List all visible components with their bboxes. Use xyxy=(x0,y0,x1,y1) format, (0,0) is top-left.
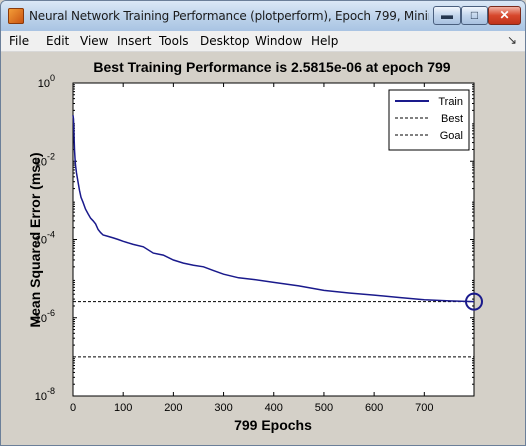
legend: Train Best Goal xyxy=(388,89,470,151)
menu-tools[interactable]: Tools xyxy=(159,34,189,48)
menu-bar: File Edit View Insert Tools Desktop Wind… xyxy=(1,31,525,52)
chart-title: Best Training Performance is 2.5815e-06 … xyxy=(93,59,450,75)
x-axis: 0 100 200 300 400 500 600 700 xyxy=(70,83,433,414)
x-tick-label: 400 xyxy=(265,402,283,414)
menu-file[interactable]: File xyxy=(9,34,30,48)
x-tick-label: 700 xyxy=(415,402,433,414)
x-tick-label: 500 xyxy=(315,402,333,414)
x-tick-label: 0 xyxy=(70,402,76,414)
legend-train-label: Train xyxy=(438,96,463,108)
plot-lines xyxy=(72,83,483,396)
minimize-button[interactable]: ▬ xyxy=(433,6,461,25)
performance-chart: Best Training Performance is 2.5815e-06 … xyxy=(27,59,483,433)
figure-canvas: Best Training Performance is 2.5815e-06 … xyxy=(1,52,525,445)
x-tick-label: 300 xyxy=(214,402,232,414)
menu-view[interactable]: View xyxy=(80,34,109,48)
title-bar[interactable]: Neural Network Training Performance (plo… xyxy=(1,1,525,31)
y-axis-label: Mean Squared Error (mse) xyxy=(27,152,43,327)
window-title: Neural Network Training Performance (plo… xyxy=(29,9,429,23)
x-tick-label: 200 xyxy=(164,402,182,414)
x-axis-label: 799 Epochs xyxy=(234,417,312,433)
legend-goal-label: Goal xyxy=(440,130,463,142)
y-tick-label: 100 xyxy=(38,73,55,90)
maximize-button[interactable]: □ xyxy=(461,6,488,25)
train-series-line xyxy=(72,115,475,303)
menu-desktop[interactable]: Desktop xyxy=(200,34,250,48)
x-tick-label: 600 xyxy=(365,402,383,414)
y-tick-label: 10-8 xyxy=(35,386,55,403)
menu-edit[interactable]: Edit xyxy=(46,34,70,48)
dock-arrow-icon[interactable]: ↘ xyxy=(506,33,518,47)
legend-best-label: Best xyxy=(441,113,463,125)
menu-insert[interactable]: Insert xyxy=(117,34,152,48)
menu-window[interactable]: Window xyxy=(255,34,303,48)
matlab-figure-icon xyxy=(8,8,24,24)
close-button[interactable]: ✕ xyxy=(488,6,521,25)
menu-help[interactable]: Help xyxy=(311,34,339,48)
x-tick-label: 100 xyxy=(114,402,132,414)
best-marker xyxy=(465,292,483,311)
